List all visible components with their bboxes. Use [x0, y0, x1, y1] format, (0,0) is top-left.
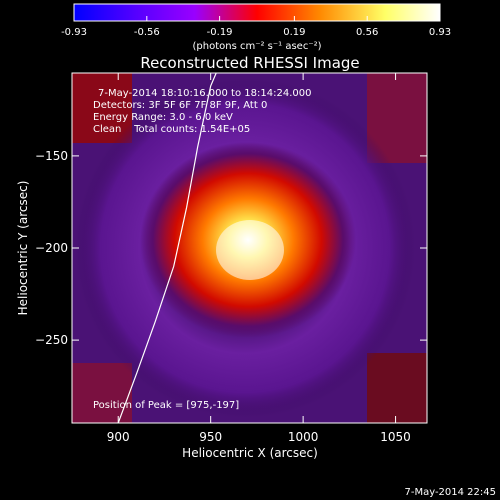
annotation-energy: Energy Range: 3.0 - 6.0 keV	[93, 112, 233, 123]
colorbar-tick-label: 0.56	[356, 27, 378, 38]
colorbar-ticks: -0.93 -0.56 -0.19 0.19 0.56 0.93	[61, 16, 451, 38]
colorbar	[73, 3, 441, 22]
y-tick-label: −150	[35, 149, 68, 163]
colorbar-tick-label: 0.19	[283, 27, 305, 38]
x-axis-ticks: 900 950 1000 1050	[107, 73, 411, 444]
colorbar-tick-label: -0.19	[207, 27, 233, 38]
x-axis-label: Heliocentric X (arcsec)	[182, 446, 318, 460]
colorbar-tick-label: -0.93	[61, 27, 87, 38]
corner-red-br	[367, 353, 427, 423]
x-tick-label: 1000	[288, 430, 319, 444]
colorbar-tick-label: -0.56	[134, 27, 160, 38]
x-tick-label: 950	[199, 430, 222, 444]
annotation-time-range: 7-May-2014 18:10:16.000 to 18:14:24.000	[98, 88, 311, 99]
footer-timestamp: 7-May-2014 22:45	[404, 487, 496, 498]
colorbar-unit-label: (photons cm⁻² s⁻¹ asec⁻²)	[192, 41, 321, 52]
colorbar-tick-label: 0.93	[429, 27, 451, 38]
chart-title: Reconstructed RHESSI Image	[140, 54, 359, 72]
peak-core	[216, 220, 284, 280]
annotation-clean-counts: Clean Total counts: 1.54E+05	[93, 124, 250, 135]
annotation-peak-position: Position of Peak = [975,-197]	[93, 400, 239, 411]
y-tick-label: −200	[35, 241, 68, 255]
solar-limb-curve	[117, 73, 217, 423]
y-axis-label: Heliocentric Y (arcsec)	[16, 181, 30, 316]
x-tick-label: 1050	[380, 430, 411, 444]
y-axis-ticks: −150 −200 −250	[35, 149, 427, 347]
corner-red-bl	[72, 363, 132, 423]
y-tick-label: −250	[35, 333, 68, 347]
annotation-detectors: Detectors: 3F 5F 6F 7F 8F 9F, Att 0	[93, 100, 267, 111]
heatmap-image	[72, 73, 427, 423]
x-tick-label: 900	[107, 430, 130, 444]
